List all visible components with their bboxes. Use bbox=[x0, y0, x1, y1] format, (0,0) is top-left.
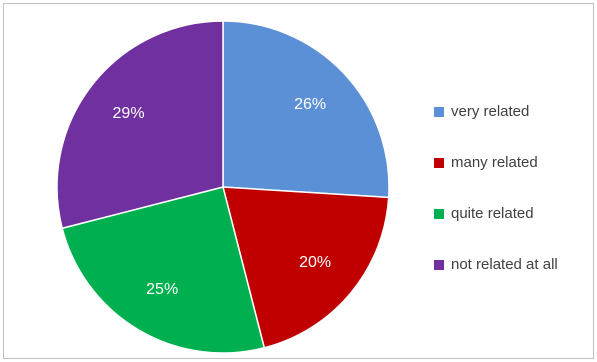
legend-label: many related bbox=[451, 154, 538, 171]
legend-swatch bbox=[434, 209, 444, 219]
pie-chart bbox=[56, 20, 390, 354]
legend-swatch bbox=[434, 107, 444, 117]
pie-slice-very-related bbox=[222, 20, 390, 199]
pie-slice-quite-related bbox=[61, 186, 266, 354]
legend-label: quite related bbox=[451, 205, 534, 222]
pie-data-label: 26% bbox=[294, 96, 327, 114]
legend-label: very related bbox=[451, 103, 530, 120]
legend-swatch bbox=[434, 158, 444, 168]
chart-area: 26% 20% 25% 29% very related many related qui… bbox=[3, 3, 594, 359]
legend-label: not related at all bbox=[451, 256, 558, 273]
pie-data-label: 20% bbox=[299, 254, 332, 272]
legend-swatch bbox=[434, 260, 444, 270]
pie-slice-many-related bbox=[222, 186, 390, 349]
pie-slice-not-related-at-all bbox=[56, 20, 224, 230]
pie-data-label: 29% bbox=[112, 104, 145, 122]
pie-data-label: 25% bbox=[146, 280, 179, 298]
